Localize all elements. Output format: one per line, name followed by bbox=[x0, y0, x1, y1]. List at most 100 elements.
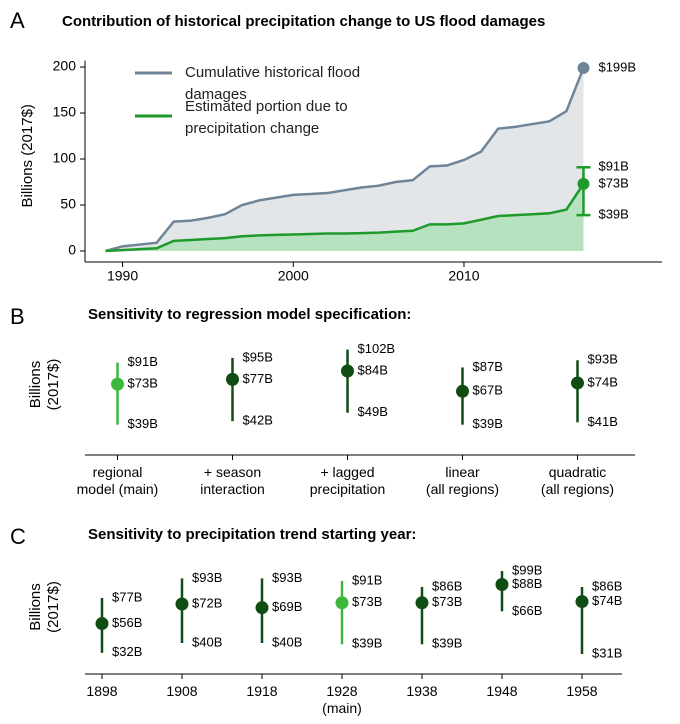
chart-title: Sensitivity to regression model specific… bbox=[88, 306, 411, 323]
x-tick-label-line: (main) bbox=[322, 700, 362, 716]
x-tick-label: 1918 bbox=[246, 683, 277, 699]
value-label: $88B bbox=[512, 576, 542, 591]
x-tick-label-line: 1918 bbox=[246, 683, 277, 699]
x-tick-label: 2000 bbox=[278, 268, 309, 284]
value-label: $73B bbox=[352, 594, 382, 609]
value-label: $67B bbox=[473, 383, 503, 398]
x-tick-label: 1928 (main) bbox=[322, 683, 362, 716]
low-label: $31B bbox=[592, 645, 622, 660]
low-label: $66B bbox=[512, 603, 542, 618]
value-label: $77B bbox=[243, 371, 273, 386]
x-tick-label: + season interaction bbox=[200, 464, 265, 497]
x-tick-label-line: (all regions) bbox=[426, 481, 499, 497]
x-tick-label-line: interaction bbox=[200, 481, 265, 497]
high-label: $86B bbox=[592, 578, 622, 593]
x-tick-label-line: precipitation bbox=[310, 481, 386, 497]
y-tick-label: 50 bbox=[60, 196, 76, 212]
y-tick-label: 200 bbox=[53, 58, 77, 74]
high-label: $93B bbox=[192, 570, 222, 585]
value-label: $74B bbox=[588, 374, 618, 389]
low-label: $40B bbox=[192, 634, 222, 649]
legend-label: Cumulative historical flood damages bbox=[185, 64, 361, 103]
high-label: $102B bbox=[358, 341, 396, 356]
x-tick-label-line: 1928 bbox=[326, 683, 357, 699]
low-label: $39B bbox=[352, 636, 382, 651]
panel-letter: A bbox=[10, 8, 25, 33]
point bbox=[456, 384, 469, 398]
x-tick-label-line: 1938 bbox=[406, 683, 437, 699]
chart-title: Contribution of historical precipitation… bbox=[62, 13, 545, 30]
x-tick-label: regional model (main) bbox=[77, 464, 159, 497]
y-tick-label: 0 bbox=[68, 242, 76, 258]
value-label: $199B bbox=[598, 59, 636, 74]
x-tick-label: linear (all regions) bbox=[426, 464, 499, 497]
x-tick-label: 1938 bbox=[406, 683, 437, 699]
x-tick-label-line: 1908 bbox=[166, 683, 197, 699]
end-point bbox=[577, 177, 590, 190]
low-label: $40B bbox=[272, 634, 302, 649]
high-label: $87B bbox=[473, 359, 503, 374]
value-label: $73B bbox=[128, 376, 158, 391]
end-point bbox=[577, 61, 590, 74]
panel-letter: C bbox=[10, 524, 26, 549]
x-tick-label-line: regional bbox=[93, 464, 143, 480]
point bbox=[255, 601, 269, 615]
low-label: $32B bbox=[112, 644, 142, 659]
x-tick-label-line: + lagged bbox=[320, 464, 374, 480]
y-axis-title-line: (2017$) bbox=[45, 581, 62, 633]
point bbox=[495, 578, 509, 592]
point bbox=[415, 596, 429, 610]
point bbox=[341, 364, 354, 378]
high-label: $93B bbox=[272, 570, 302, 585]
x-tick-label-line: quadratic bbox=[549, 464, 607, 480]
x-tick-label: 1898 bbox=[86, 683, 117, 699]
high-label: $86B bbox=[432, 578, 462, 593]
series-line bbox=[105, 67, 585, 253]
high-label: $91B bbox=[128, 354, 158, 369]
series-line bbox=[105, 183, 585, 253]
value-label: $73B bbox=[432, 594, 462, 609]
value-label: $56B bbox=[112, 615, 142, 630]
error-label: $91B bbox=[598, 159, 628, 174]
error-label: $39B bbox=[598, 207, 628, 222]
x-tick-label: 1990 bbox=[107, 268, 138, 284]
point bbox=[226, 372, 239, 386]
y-axis-title-line: Billions bbox=[27, 583, 44, 631]
high-label: $95B bbox=[243, 349, 273, 364]
legend-label: Estimated portion due to precipitation c… bbox=[185, 98, 348, 137]
y-tick-label: 150 bbox=[53, 104, 77, 120]
y-tick-label: 100 bbox=[53, 150, 77, 166]
high-label: $91B bbox=[352, 572, 382, 587]
low-label: $42B bbox=[243, 413, 273, 428]
x-tick-label: quadratic (all regions) bbox=[541, 464, 614, 497]
point bbox=[335, 596, 349, 610]
point bbox=[175, 597, 189, 611]
high-label: $77B bbox=[112, 589, 142, 604]
value-label: $69B bbox=[272, 599, 302, 614]
point bbox=[571, 376, 584, 390]
x-tick-label-line: + season bbox=[204, 464, 261, 480]
value-label: $74B bbox=[592, 593, 622, 608]
x-tick-label-line: 1948 bbox=[486, 683, 517, 699]
low-label: $39B bbox=[432, 636, 462, 651]
y-axis-title-line: Billions bbox=[27, 361, 44, 409]
x-tick-label-line: (all regions) bbox=[541, 481, 614, 497]
low-label: $41B bbox=[588, 414, 618, 429]
x-tick-label: 1958 bbox=[566, 683, 597, 699]
value-label: $84B bbox=[358, 362, 388, 377]
low-label: $49B bbox=[358, 404, 388, 419]
area bbox=[105, 183, 584, 251]
y-axis-title: Billions(2017$) bbox=[27, 581, 62, 633]
low-label: $39B bbox=[473, 416, 503, 431]
high-label: $93B bbox=[588, 352, 618, 367]
x-tick-label-line: 1898 bbox=[86, 683, 117, 699]
high-label: $99B bbox=[512, 563, 542, 578]
chart-title: Sensitivity to precipitation trend start… bbox=[88, 526, 416, 543]
panel-letter: B bbox=[10, 304, 25, 329]
x-tick-label: + lagged precipitation bbox=[310, 464, 386, 497]
x-tick-label: 2010 bbox=[448, 268, 479, 284]
y-axis-title: Billions (2017$) bbox=[19, 104, 36, 207]
low-label: $39B bbox=[128, 416, 158, 431]
